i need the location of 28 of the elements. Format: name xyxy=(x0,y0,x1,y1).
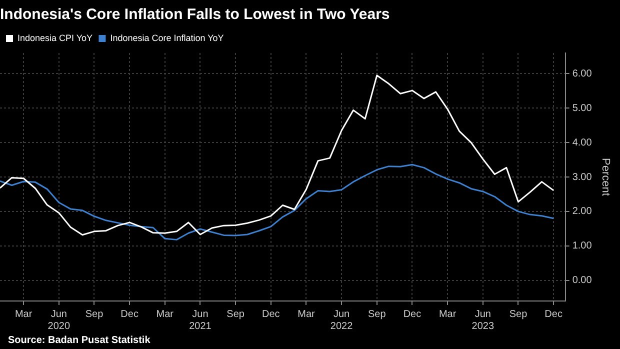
legend-label: Indonesia Core Inflation YoY xyxy=(110,32,224,43)
x-tick-label: Sep xyxy=(368,308,386,320)
y-tick-label: 3.00 xyxy=(572,172,592,183)
x-tick-label: Jun 2020 xyxy=(48,308,70,332)
x-tick-label: Dec xyxy=(262,308,280,320)
source-note: Source: Badan Pusat Statistik xyxy=(8,335,151,346)
x-tick-label: Dec xyxy=(403,308,422,320)
x-tick-label: Mar xyxy=(298,308,316,320)
y-tick-label: 2.00 xyxy=(572,206,592,218)
x-tick-label: Mar xyxy=(14,308,33,320)
chart-title: Indonesia's Core Inflation Falls to Lowest in Two Years xyxy=(0,6,390,24)
x-tick-label: Jun 2021 xyxy=(189,308,212,332)
y-tick-label: 4.00 xyxy=(572,137,592,148)
x-tick-label: Sep xyxy=(509,308,528,320)
y-tick-label: 1.00 xyxy=(572,240,592,252)
x-tick-label: Jun 2022 xyxy=(330,308,354,332)
y-tick-label: 5.00 xyxy=(572,102,592,114)
x-tick-label: Sep xyxy=(85,308,104,320)
x-tick-label: Dec xyxy=(544,308,562,320)
y-axis-title: Percent xyxy=(599,158,612,196)
x-tick-label: Dec xyxy=(120,308,138,320)
y-tick-label: 0.00 xyxy=(572,275,592,286)
y-tick-label: 6.00 xyxy=(572,68,592,80)
x-tick-label: Sep xyxy=(226,308,245,320)
x-tick-label: Mar xyxy=(156,308,174,320)
legend-label: Indonesia CPI YoY xyxy=(18,32,93,43)
x-tick-label: Jun 2023 xyxy=(472,308,494,332)
x-tick-label: Mar xyxy=(438,308,457,320)
